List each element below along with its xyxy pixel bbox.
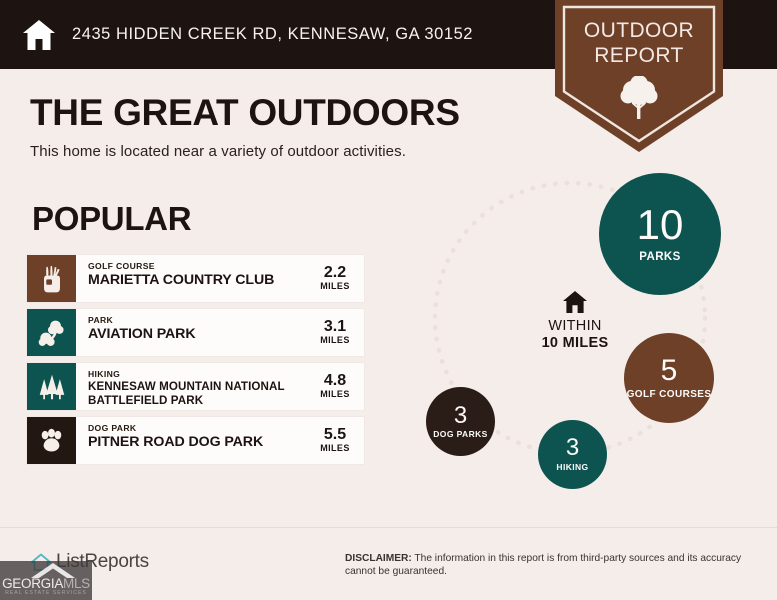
poi-distance-value: 2.2 — [323, 264, 347, 281]
outdoor-report-badge: OUTDOOR REPORT — [555, 0, 723, 152]
poi-distance-value: 4.8 — [323, 372, 347, 389]
mls-part-2: MLS — [63, 576, 90, 591]
home-icon — [22, 19, 56, 51]
list-item-text: HIKING KENNESAW MOUNTAIN NATIONAL BATTLE… — [76, 363, 306, 410]
poi-distance-unit: MILES — [320, 443, 350, 453]
home-icon — [562, 290, 588, 314]
poi-distance-value: 5.5 — [323, 426, 347, 443]
amenity-bubble-chart: 10 PARKS 5 GOLF COURSES 3 HIKING 3 DOG P… — [400, 165, 777, 525]
golf-bag-icon — [27, 255, 76, 302]
bubble-label: PARKS — [639, 251, 681, 264]
poi-category: PARK — [88, 315, 114, 325]
popular-section-heading: POPULAR — [32, 200, 192, 237]
bubble-label: HIKING — [556, 462, 589, 473]
poi-distance: 5.5 MILES — [306, 417, 364, 464]
bubble-dog-parks[interactable]: 3 DOG PARKS — [426, 387, 495, 456]
paw-print-icon — [27, 417, 76, 464]
list-item[interactable]: DOG PARK PITNER ROAD DOG PARK 5.5 MILES — [27, 417, 364, 464]
disclaimer-label: DISCLAIMER: — [345, 553, 412, 564]
tree-icon — [620, 76, 658, 120]
poi-distance: 2.2 MILES — [306, 255, 364, 302]
center-line-1: WITHIN — [548, 318, 602, 334]
poi-name: AVIATION PARK — [88, 326, 196, 342]
bubble-parks[interactable]: 10 PARKS — [599, 173, 721, 295]
bubble-label: GOLF COURSES — [626, 388, 712, 400]
bubble-count: 3 — [453, 401, 468, 429]
mls-roof-icon — [30, 562, 76, 579]
page-title: THE GREAT OUTDOORS — [30, 92, 460, 133]
chart-center-label: WITHIN 10 MILES — [515, 290, 635, 352]
center-line-2: 10 MILES — [541, 335, 609, 351]
bubble-count: 5 — [660, 353, 678, 387]
poi-distance-value: 3.1 — [323, 318, 347, 335]
mls-part-1: GEORGIA — [2, 576, 64, 591]
title-block: THE GREAT OUTDOORS This home is located … — [30, 90, 530, 160]
footer-divider — [0, 527, 777, 528]
badge-title: OUTDOOR REPORT — [555, 18, 723, 68]
poi-name: KENNESAW MOUNTAIN NATIONAL BATTLEFIELD P… — [88, 380, 285, 407]
poi-name: MARIETTA COUNTRY CLUB — [88, 272, 275, 288]
poi-name: PITNER ROAD DOG PARK — [88, 434, 264, 450]
georgia-mls-watermark: GEORGIAMLS REAL ESTATE SERVICES — [0, 561, 92, 600]
list-item-text: PARK AVIATION PARK — [76, 309, 306, 356]
bubble-hiking[interactable]: 3 HIKING — [538, 420, 607, 489]
park-tree-icon — [27, 309, 76, 356]
disclaimer-text: The information in this report is from t… — [345, 553, 742, 577]
disclaimer: DISCLAIMER: The information in this repo… — [345, 552, 757, 578]
header-content: 2435 HIDDEN CREEK RD, KENNESAW, GA 30152 — [0, 0, 777, 69]
page-subtitle: This home is located near a variety of o… — [30, 143, 406, 160]
property-address: 2435 HIDDEN CREEK RD, KENNESAW, GA 30152 — [72, 25, 474, 43]
list-item[interactable]: PARK AVIATION PARK 3.1 MILES — [27, 309, 364, 356]
bubble-golf-courses[interactable]: 5 GOLF COURSES — [624, 333, 714, 423]
badge-line-2: REPORT — [594, 44, 684, 67]
badge-line-1: OUTDOOR — [583, 19, 695, 42]
bubble-count: 3 — [565, 434, 580, 462]
poi-distance-unit: MILES — [320, 389, 350, 399]
mls-wordmark: GEORGIAMLS — [0, 576, 92, 591]
poi-category: GOLF COURSE — [88, 261, 155, 271]
mls-tagline: REAL ESTATE SERVICES — [5, 590, 87, 596]
list-item[interactable]: GOLF COURSE MARIETTA COUNTRY CLUB 2.2 MI… — [27, 255, 364, 302]
poi-distance-unit: MILES — [320, 335, 350, 345]
popular-poi-list: GOLF COURSE MARIETTA COUNTRY CLUB 2.2 MI… — [27, 255, 364, 471]
list-item-text: DOG PARK PITNER ROAD DOG PARK — [76, 417, 306, 464]
poi-category: DOG PARK — [88, 423, 137, 433]
poi-distance: 4.8 MILES — [306, 363, 364, 410]
pine-trees-icon — [27, 363, 76, 410]
bubble-label: DOG PARKS — [433, 428, 488, 439]
list-item[interactable]: HIKING KENNESAW MOUNTAIN NATIONAL BATTLE… — [27, 363, 364, 410]
poi-category: HIKING — [88, 369, 121, 379]
poi-distance: 3.1 MILES — [306, 309, 364, 356]
poi-distance-unit: MILES — [320, 281, 350, 291]
list-item-text: GOLF COURSE MARIETTA COUNTRY CLUB — [76, 255, 306, 302]
dotted-connector-path — [432, 180, 708, 456]
bubble-count: 10 — [636, 201, 684, 249]
